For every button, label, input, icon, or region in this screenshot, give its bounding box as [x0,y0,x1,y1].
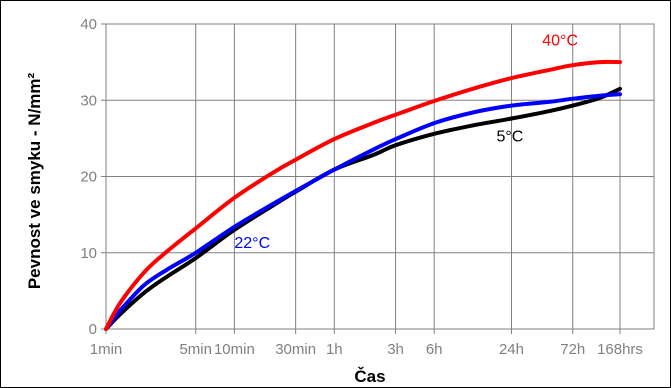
series-labels: 40°C 22°C 5°C [234,32,578,252]
grid-lines [101,23,654,334]
y-tick-label: 10 [80,245,97,262]
x-tick-label: 72h [560,341,585,358]
x-tick-label: 10min [214,341,255,358]
y-axis-title: Pevnost ve smyku - N/mm² [25,72,44,289]
x-tick-label: 3h [387,341,404,358]
y-tick-label: 0 [89,321,97,338]
x-tick-label: 24h [499,341,524,358]
x-tick-label: 30min [275,341,316,358]
series-line-40c [104,59,622,331]
x-tick-label: 168hrs [597,341,643,358]
y-tick-labels: 0 10 20 30 40 [80,16,97,338]
series-lines [104,59,622,331]
series-line-5c [104,86,622,331]
x-axis-title: Čas [354,367,385,386]
series-label-22c: 22°C [234,235,270,252]
y-tick-label: 40 [80,16,97,33]
x-tick-label: 5min [179,341,212,358]
x-tick-label: 6h [426,341,443,358]
x-tick-label: 1h [326,341,343,358]
x-tick-label: 1min [90,341,123,358]
series-label-5c: 5°C [496,128,523,145]
series-line-22c [104,92,622,331]
x-tick-labels: 1min 5min 10min 30min 1h 3h 6h 24h 72h 168hrs [90,341,643,358]
y-tick-label: 20 [80,169,97,186]
y-tick-label: 30 [80,92,97,109]
series-label-40c: 40°C [542,32,578,49]
